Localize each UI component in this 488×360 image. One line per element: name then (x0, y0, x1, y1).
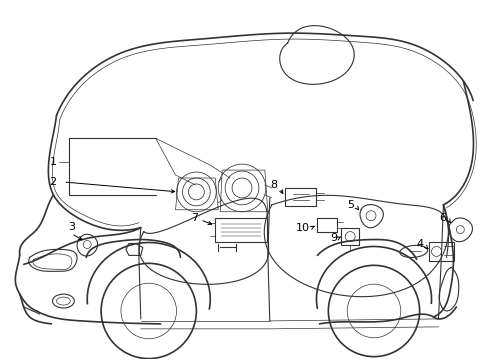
Text: 7: 7 (191, 213, 198, 223)
Bar (341, 228, 358, 246)
Text: 3: 3 (68, 222, 75, 231)
Text: 9: 9 (329, 233, 337, 243)
Text: 8: 8 (270, 180, 277, 190)
Bar (427, 242, 453, 261)
Bar (284, 188, 316, 206)
Text: 10: 10 (295, 222, 309, 233)
Text: 1: 1 (49, 157, 56, 167)
Bar (317, 218, 337, 231)
Text: 6: 6 (439, 213, 446, 223)
Text: 4: 4 (416, 239, 423, 249)
Text: 5: 5 (346, 200, 353, 210)
Text: 2: 2 (49, 177, 56, 187)
Bar (215, 218, 266, 242)
